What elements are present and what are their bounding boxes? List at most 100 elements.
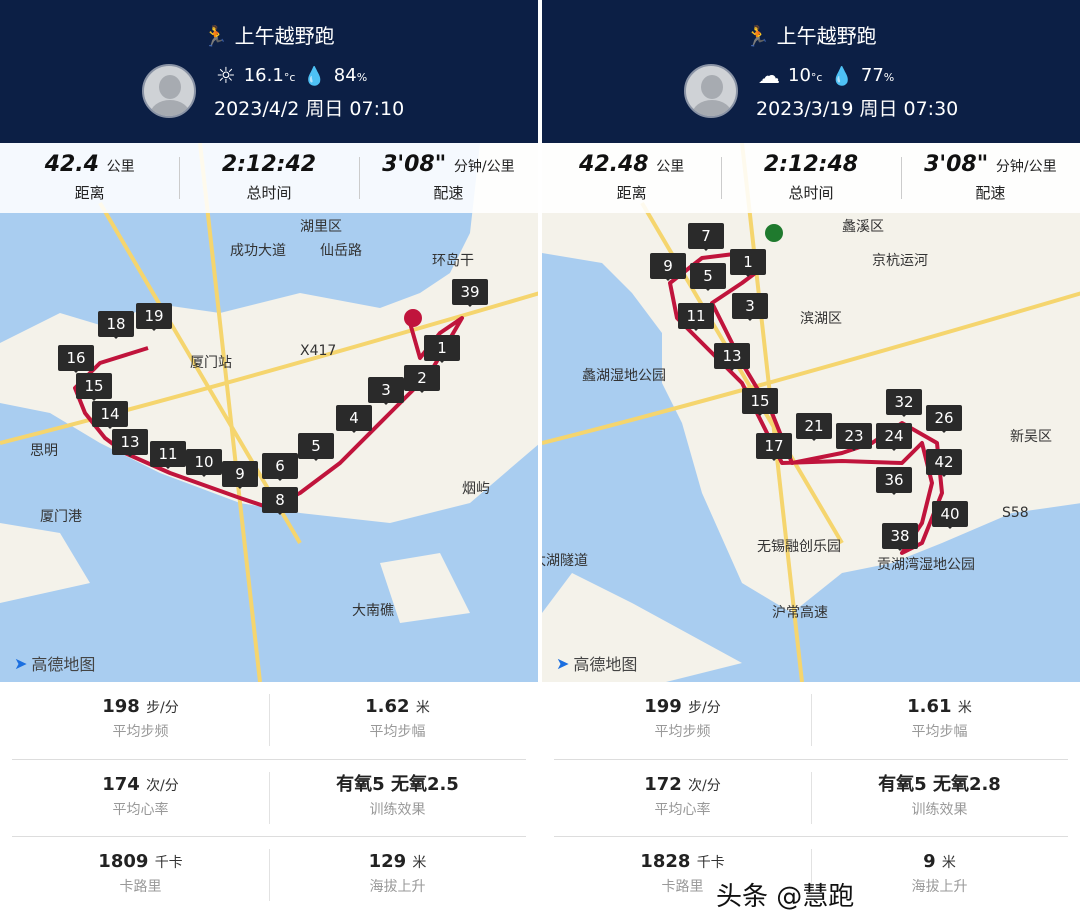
- map-label: 思明: [30, 443, 58, 459]
- amap-logo-icon: ➤: [556, 653, 570, 673]
- km-marker[interactable]: 1: [730, 249, 766, 277]
- end-pin-icon: [404, 309, 422, 327]
- km-marker[interactable]: 36: [876, 467, 912, 495]
- start-pin-icon: [765, 224, 783, 242]
- map-label: 滨湖区: [800, 311, 842, 327]
- km-marker[interactable]: 38: [882, 523, 918, 551]
- km-marker[interactable]: 7: [688, 223, 724, 251]
- detail-stat: 有氧5 无氧2.5 训练效果: [269, 760, 526, 836]
- map-label: 烟屿: [462, 481, 490, 497]
- map-label: S58: [1002, 505, 1029, 521]
- detail-stat: 199 步/分 平均步频: [644, 696, 721, 740]
- running-icon: 🏃: [745, 24, 771, 48]
- route-map[interactable]: 1 2 3 4 5 6 8 9 10 11 13 14 15 16 18 19 39 湖里区 成功大道 仙岳路 厦门站 X…: [0, 143, 538, 682]
- activity-header: 🏃 上午越野跑 ☼ 16.1°c 💧 84% 2023/4/2 周日 07:10: [0, 0, 538, 143]
- km-marker[interactable]: 18: [98, 311, 134, 339]
- route-map[interactable]: 1 3 5 7 9 11 13 15 17 21 23 24 26 32 36 38 40 42 滨湖区 蠡湖湿地公园…: [542, 143, 1080, 682]
- avatar[interactable]: [684, 64, 738, 118]
- detail-stats: 198 步/分 平均步频 1.62 米平均步幅 174 次/分 平均心率 有氧5 无氧2.…: [0, 682, 538, 914]
- map-label: 蠡溪区: [842, 219, 884, 235]
- km-marker[interactable]: 32: [886, 389, 922, 417]
- km-marker[interactable]: 13: [714, 343, 750, 371]
- humidity-icon: 💧: [830, 66, 853, 87]
- map-label: 环岛干: [432, 253, 474, 269]
- amap-logo-icon: ➤: [14, 653, 28, 673]
- humidity: 84: [333, 65, 357, 86]
- km-marker[interactable]: 21: [796, 413, 832, 441]
- avatar[interactable]: [142, 64, 196, 118]
- km-marker[interactable]: 26: [926, 405, 962, 433]
- map-label: X417: [300, 343, 337, 359]
- humidity-icon: 💧: [303, 66, 326, 87]
- map-canvas: [0, 143, 538, 682]
- km-marker[interactable]: 3: [732, 293, 768, 321]
- detail-stat: 9 米海拔上升: [811, 837, 1068, 913]
- humidity: 77: [860, 65, 884, 86]
- km-marker[interactable]: 4: [336, 405, 372, 433]
- km-marker[interactable]: 42: [926, 449, 962, 477]
- activity-date: 2023/4/2 周日 07:10: [214, 98, 405, 120]
- summary-stat: 42.48 公里 距离: [579, 152, 685, 202]
- km-marker[interactable]: 40: [932, 501, 968, 529]
- km-marker[interactable]: 24: [876, 423, 912, 451]
- km-marker[interactable]: 11: [678, 303, 714, 331]
- detail-stat: 198 步/分 平均步频: [102, 696, 179, 740]
- running-icon: 🏃: [203, 24, 229, 48]
- km-marker[interactable]: 16: [58, 345, 94, 373]
- map-logo: ➤ 高德地图: [14, 653, 96, 675]
- activity-date: 2023/3/19 周日 07:30: [756, 98, 959, 120]
- km-marker[interactable]: 14: [92, 401, 128, 429]
- km-marker[interactable]: 10: [186, 449, 222, 477]
- km-marker[interactable]: 15: [742, 388, 778, 416]
- km-marker[interactable]: 6: [262, 453, 298, 481]
- map-label: 沪常高速: [772, 605, 828, 621]
- summary-stat: 2:12:48 总时间: [721, 143, 900, 213]
- detail-stat: 1828 千卡 卡路里: [640, 851, 725, 895]
- map-label: 无锡融创乐园: [757, 539, 841, 555]
- summary-stat: 3'08" 分钟/公里 配速: [358, 143, 538, 213]
- temperature: 10: [788, 65, 811, 86]
- km-marker[interactable]: 23: [836, 423, 872, 451]
- activity-header: 🏃 上午越野跑 ☁ 10°c 💧 77% 2023/3/19 周日 07:30: [542, 0, 1080, 143]
- km-marker[interactable]: 9: [650, 253, 686, 281]
- km-marker[interactable]: 5: [690, 263, 726, 291]
- detail-stat: 172 次/分 平均心率: [644, 774, 721, 818]
- detail-stat: 1.62 米平均步幅: [269, 682, 526, 759]
- map-label: 仙岳路: [320, 243, 362, 259]
- km-marker[interactable]: 19: [136, 303, 172, 331]
- km-marker[interactable]: 13: [112, 429, 148, 457]
- map-label: 厦门站: [190, 355, 232, 371]
- map-label: 太湖隧道: [542, 553, 588, 569]
- map-label: 湖里区: [300, 219, 342, 235]
- km-marker[interactable]: 39: [452, 279, 488, 307]
- land-area: [0, 143, 538, 623]
- activity-title: 上午越野跑: [234, 24, 335, 48]
- road: [0, 143, 538, 682]
- km-marker[interactable]: 15: [76, 373, 112, 401]
- km-marker[interactable]: 3: [368, 377, 404, 405]
- map-label: 蠡湖湿地公园: [582, 368, 666, 384]
- km-marker[interactable]: 1: [424, 335, 460, 363]
- watermark: 头条 @慧跑: [716, 882, 855, 912]
- km-marker[interactable]: 8: [262, 487, 298, 515]
- detail-stat: 174 次/分 平均心率: [102, 774, 179, 818]
- km-marker[interactable]: 5: [298, 433, 334, 461]
- summary-stat: 42.4 公里 距离: [44, 152, 135, 202]
- km-marker[interactable]: 17: [756, 433, 792, 461]
- map-label: 新吴区: [1010, 429, 1052, 445]
- map-logo: ➤ 高德地图: [556, 653, 638, 675]
- summary-stat: 2:12:42 总时间: [179, 143, 358, 213]
- summary-stats: 42.48 公里 距离 2:12:48 总时间 3'08" 分钟/公里 配速: [542, 143, 1080, 213]
- km-marker[interactable]: 9: [222, 461, 258, 489]
- km-marker[interactable]: 11: [150, 441, 186, 469]
- detail-stat: 1.61 米平均步幅: [811, 682, 1068, 759]
- detail-stat: 有氧5 无氧2.8 训练效果: [811, 760, 1068, 836]
- temperature: 16.1: [243, 65, 284, 86]
- sun-icon: ☼: [216, 64, 236, 89]
- km-marker[interactable]: 2: [404, 365, 440, 393]
- activity-panel: 1 2 3 4 5 6 8 9 10 11 13 14 15 16 18 19 39 湖里区 成功大道 仙岳路 厦门站 X…: [0, 0, 538, 914]
- activity-panel: 1 3 5 7 9 11 13 15 17 21 23 24 26 32 36 38 40 42 滨湖区 蠡湖湿地公园…: [542, 0, 1080, 914]
- activity-title: 上午越野跑: [776, 24, 877, 48]
- cloud-icon: ☁: [758, 64, 780, 89]
- detail-stats: 199 步/分 平均步频 1.61 米平均步幅 172 次/分 平均心率 有氧5 无氧2.…: [542, 682, 1080, 914]
